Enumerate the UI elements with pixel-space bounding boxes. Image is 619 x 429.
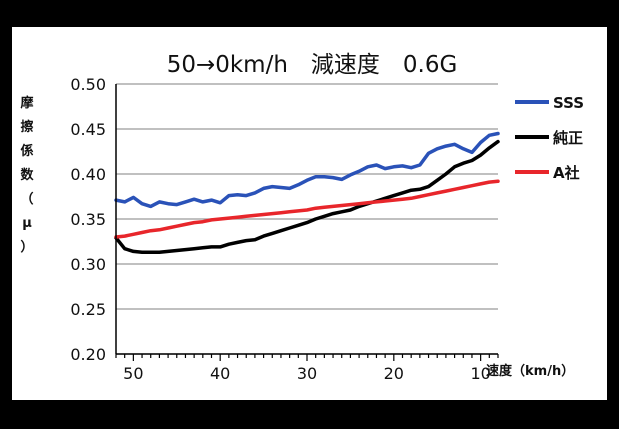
y-axis-label-char: （: [20, 191, 33, 207]
y-axis-label-char: 係: [20, 143, 33, 159]
chart-title: 50→0km/h 減速度 0.6G: [167, 52, 458, 78]
y-axis-label-char: 数: [20, 167, 34, 183]
legend: SSS 純正 A社: [515, 94, 584, 182]
y-axis-label-char: μ: [22, 216, 32, 231]
y-tick-label: 0.30: [70, 255, 106, 274]
y-tick-label: 0.40: [70, 165, 106, 184]
chart-panel: 50→0km/h 減速度 0.6G 0.20 0.25 0.30 0.35 0.40 0.…: [12, 27, 607, 400]
legend-label: A社: [553, 164, 580, 182]
series-line-1: [114, 139, 500, 255]
y-tick-label: 0.20: [70, 345, 106, 364]
y-tick-label: 0.50: [70, 75, 106, 94]
y-tick-label: 0.35: [70, 210, 106, 229]
series-line-2: [114, 179, 500, 239]
friction-chart: 50→0km/h 減速度 0.6G 0.200.250.300.350.400.…: [20, 52, 584, 383]
y-axis-label-char: 擦: [20, 119, 33, 135]
series-lines: [114, 131, 500, 255]
axes: [115, 84, 498, 355]
legend-label: 純正: [553, 129, 583, 147]
x-tick-label: 50: [123, 364, 143, 383]
x-tick-label: 30: [297, 364, 317, 383]
x-tick-labels: 50 40 30 20 10: [115, 354, 499, 383]
series-line-0: [114, 131, 500, 209]
y-axis-label-char: ）: [20, 239, 33, 255]
x-tick-label: 10: [470, 364, 490, 383]
x-axis-label: 速度（km/h）: [486, 363, 574, 379]
y-tick-label: 0.25: [70, 300, 106, 319]
gridlines: [116, 83, 498, 355]
x-tick-label: 20: [384, 364, 404, 383]
y-tick-labels: 0.20 0.25 0.30 0.35 0.40 0.45 0.50: [70, 75, 106, 364]
y-tick-label: 0.45: [70, 120, 106, 139]
legend-label: SSS: [553, 94, 584, 112]
y-axis-label-char: 摩: [20, 95, 34, 111]
x-tick-label: 40: [210, 364, 230, 383]
